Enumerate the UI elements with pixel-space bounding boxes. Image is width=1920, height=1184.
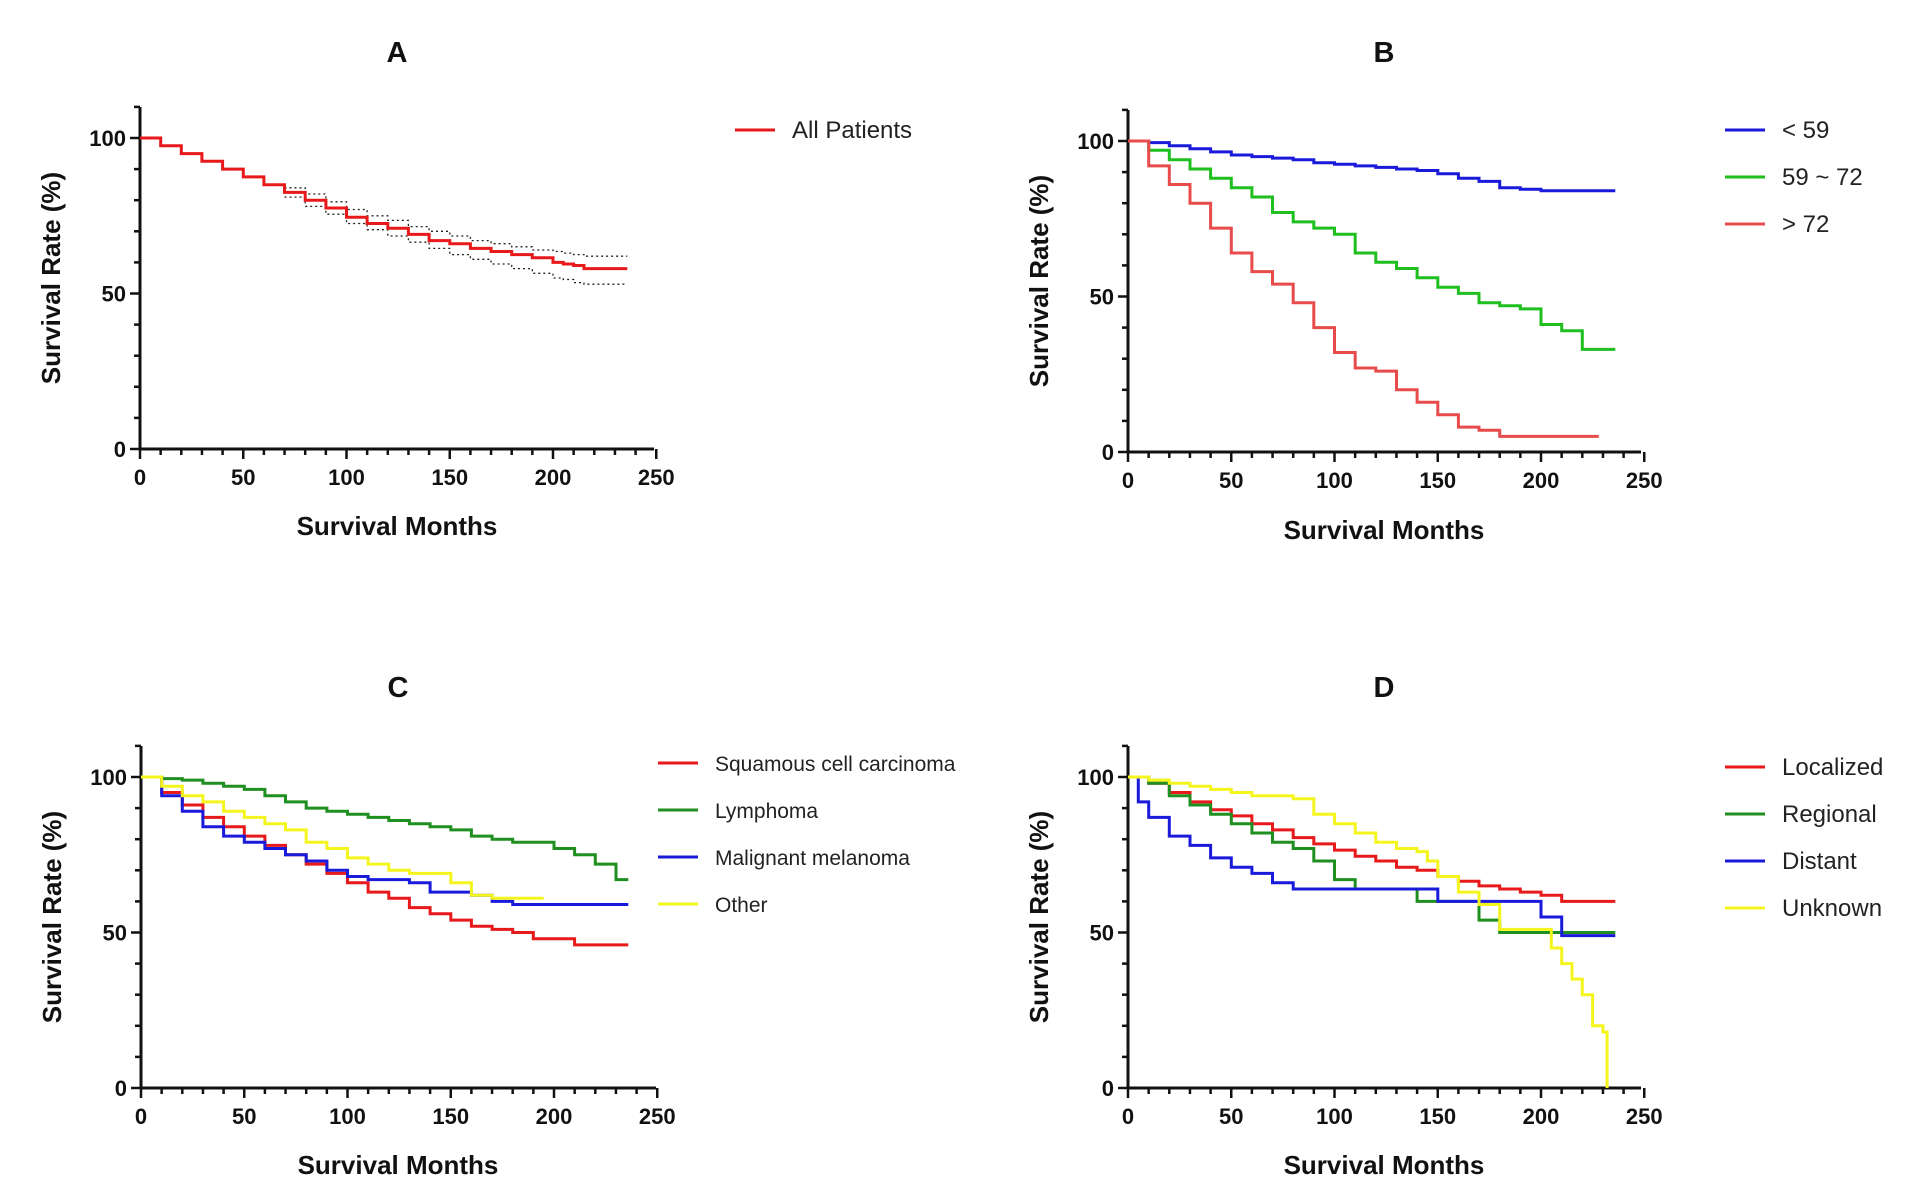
- x-tick-label: 200: [535, 465, 572, 490]
- series-line-other: [141, 775, 544, 900]
- x-tick-label: 250: [1626, 1104, 1663, 1129]
- x-tick-label: 0: [1122, 468, 1134, 493]
- y-tick-label: 100: [1077, 765, 1114, 790]
- x-axis-label: Survival Months: [297, 511, 498, 541]
- x-tick-label: 100: [329, 1104, 366, 1129]
- x-axis-label: Survival Months: [1284, 1150, 1485, 1180]
- legend-label: Other: [715, 894, 768, 917]
- x-tick-label: 200: [1523, 468, 1560, 493]
- x-tick-label: 250: [638, 465, 675, 490]
- y-tick-label: 50: [1090, 921, 1114, 946]
- x-tick-label: 0: [1122, 1104, 1134, 1129]
- x-axis-label: Survival Months: [298, 1150, 499, 1180]
- legend-label: < 59: [1782, 117, 1829, 144]
- y-axis-label: Survival Rate (%): [1024, 811, 1054, 1023]
- y-tick-label: 0: [1102, 1076, 1114, 1101]
- x-tick-label: 100: [328, 465, 365, 490]
- y-tick-label: 0: [1102, 440, 1114, 465]
- legend-label: All Patients: [792, 117, 912, 144]
- panel-title: D: [1374, 672, 1395, 704]
- panel-title: C: [388, 672, 409, 704]
- x-tick-label: 250: [1626, 468, 1663, 493]
- y-tick-label: 0: [114, 437, 126, 462]
- y-tick-label: 100: [1077, 129, 1114, 154]
- panel-title: B: [1374, 37, 1395, 69]
- x-tick-label: 150: [432, 1104, 469, 1129]
- series-line-unknown: [1128, 775, 1609, 1088]
- series-line-distant: [1128, 775, 1616, 938]
- series-line-lymphoma: [141, 775, 629, 882]
- legend-label: > 72: [1782, 211, 1829, 238]
- series-line-malignant-melanoma: [141, 775, 629, 906]
- y-tick-label: 50: [102, 282, 126, 307]
- legend-label: Regional: [1782, 801, 1877, 828]
- x-tick-label: 200: [1523, 1104, 1560, 1129]
- y-tick-label: 100: [89, 126, 126, 151]
- x-tick-label: 50: [231, 465, 255, 490]
- y-axis-label: Survival Rate (%): [36, 172, 66, 384]
- x-tick-label: 0: [134, 465, 146, 490]
- x-tick-label: 150: [1419, 468, 1456, 493]
- y-tick-label: 50: [103, 921, 127, 946]
- series-line-squamous-cell-carcinoma: [141, 775, 629, 947]
- series-line-59-72: [1128, 139, 1616, 351]
- panel-c: C 0 50 100 0 50 100 150 200 250 Survival Months Sur…: [37, 672, 956, 1180]
- legend-label: Lymphoma: [715, 800, 818, 823]
- legend-label: Distant: [1782, 848, 1857, 875]
- series-line-72: [1128, 139, 1599, 438]
- y-axis-label: Survival Rate (%): [37, 811, 67, 1023]
- panel-b: B 0 50 100 0 50 100 150 200 250 Survival Months Sur…: [1024, 37, 1863, 545]
- x-tick-label: 0: [135, 1104, 147, 1129]
- series-line-59: [1128, 139, 1616, 193]
- legend-label: Unknown: [1782, 895, 1882, 922]
- x-axis-label: Survival Months: [1284, 515, 1485, 545]
- x-tick-label: 150: [431, 465, 468, 490]
- y-tick-label: 100: [90, 765, 127, 790]
- x-tick-label: 200: [536, 1104, 573, 1129]
- y-axis-label: Survival Rate (%): [1024, 175, 1054, 387]
- legend-label: Malignant melanoma: [715, 847, 910, 870]
- panel-a: A 0 50 100 0 50 100 150 200 250 Survival Months Sur…: [36, 37, 912, 541]
- x-tick-label: 50: [1219, 468, 1243, 493]
- x-tick-label: 100: [1316, 1104, 1353, 1129]
- y-tick-label: 50: [1090, 285, 1114, 310]
- series-line-localized: [1128, 775, 1616, 903]
- panel-d: D 0 50 100 0 50 100 150 200 250 Survival Months Sur…: [1024, 672, 1883, 1180]
- series-line-all-patients: [140, 136, 628, 271]
- legend-label: Localized: [1782, 754, 1883, 781]
- y-tick-label: 0: [115, 1076, 127, 1101]
- legend-label: Squamous cell carcinoma: [715, 753, 956, 776]
- panel-title: A: [387, 37, 408, 69]
- x-tick-label: 100: [1316, 468, 1353, 493]
- x-tick-label: 250: [639, 1104, 676, 1129]
- ci-lower-line: [284, 196, 628, 285]
- x-tick-label: 50: [1219, 1104, 1243, 1129]
- legend-label: 59 ~ 72: [1782, 164, 1863, 191]
- x-tick-label: 150: [1419, 1104, 1456, 1129]
- ci-upper-line: [284, 187, 628, 257]
- x-tick-label: 50: [232, 1104, 256, 1129]
